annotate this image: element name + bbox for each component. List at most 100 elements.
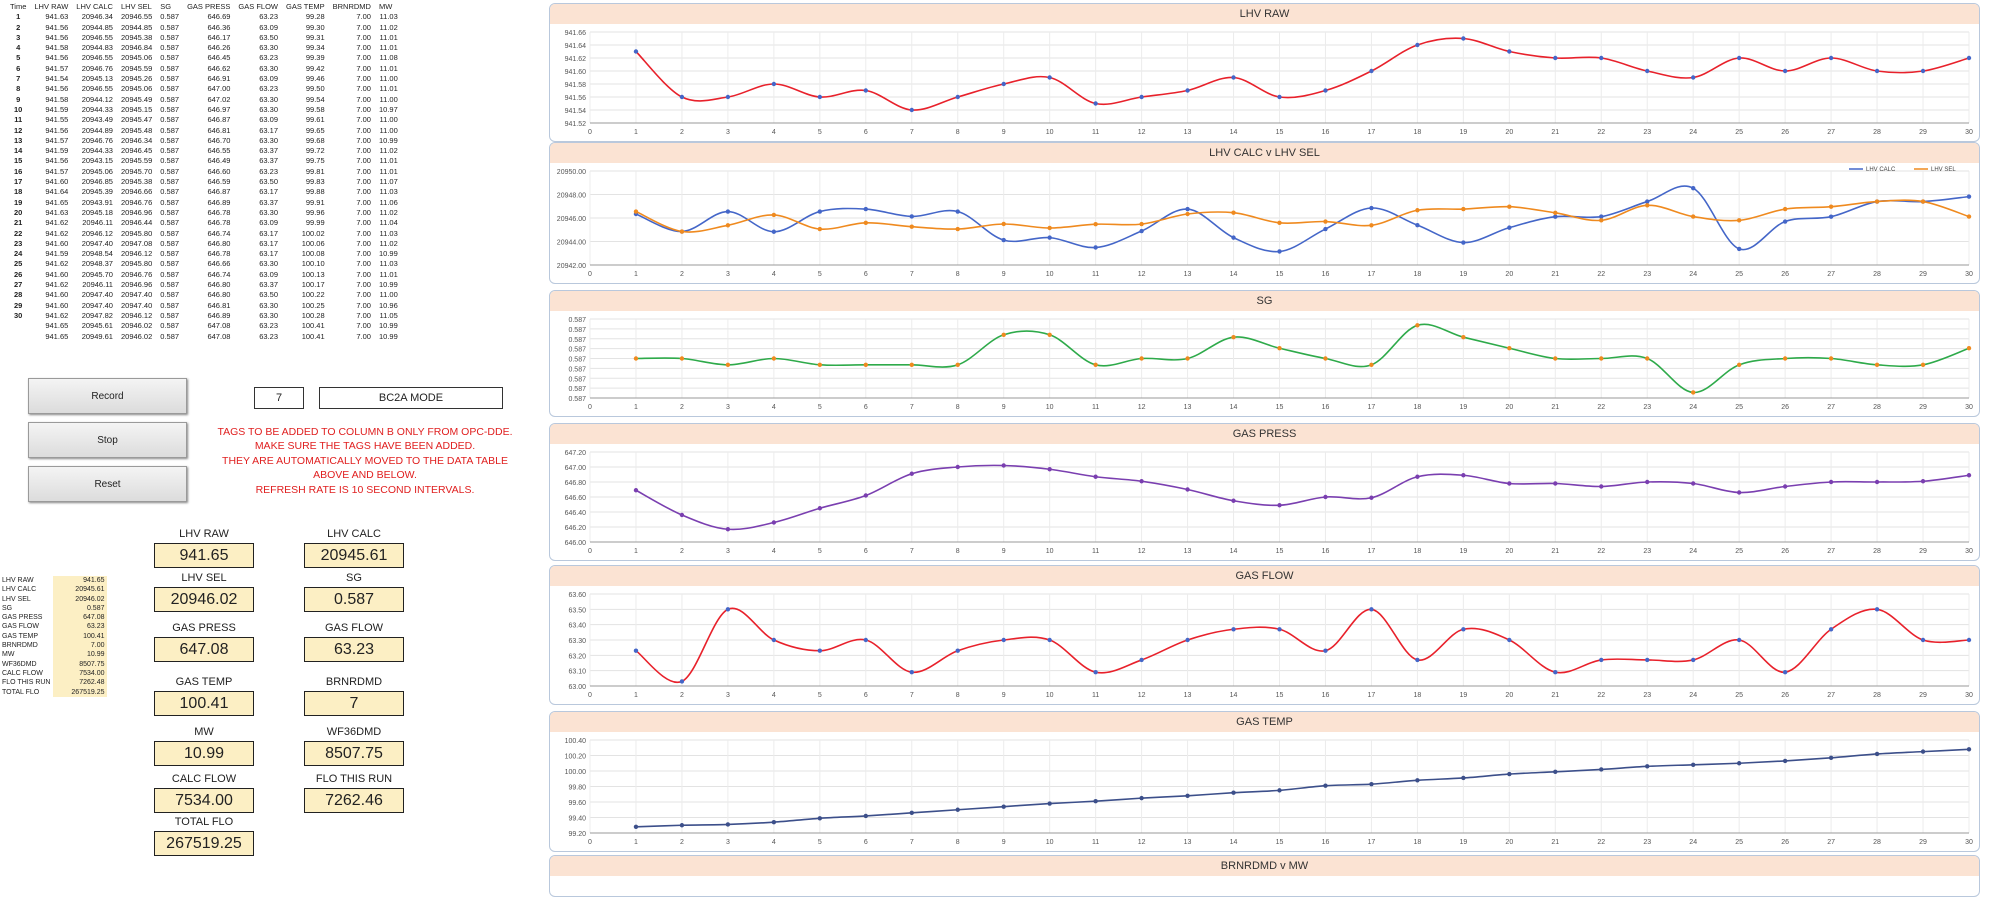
table-cell: 63.23 bbox=[259, 53, 279, 63]
table-cell: 11.00 bbox=[379, 125, 398, 135]
x-tick-label: 24 bbox=[1689, 129, 1697, 136]
x-tick-label: 1 bbox=[634, 129, 638, 136]
table-cell: 646.70 bbox=[207, 135, 231, 145]
table-cell: 646.26 bbox=[207, 43, 231, 53]
mode-cell[interactable]: BC2A MODE bbox=[319, 387, 503, 409]
table-cell: 20945.06 bbox=[120, 84, 153, 94]
table-cell: 941.62 bbox=[45, 228, 69, 238]
data-point bbox=[1047, 225, 1052, 231]
table-cell: 7.00 bbox=[356, 146, 371, 156]
series-line bbox=[635, 464, 1970, 531]
x-tick-label: 16 bbox=[1322, 839, 1330, 846]
x-tick-label: 11 bbox=[1092, 548, 1099, 555]
table-cell: 941.57 bbox=[45, 135, 69, 145]
data-point bbox=[1185, 211, 1190, 217]
data-point bbox=[1001, 804, 1006, 809]
data-point bbox=[1415, 778, 1420, 783]
data-point bbox=[1966, 214, 1972, 219]
y-tick-label: 0.587 bbox=[568, 366, 586, 373]
chart-panel: GAS FLOW 63.00 63.10 63.20 63.30 63.40 63.50 63… bbox=[549, 565, 1980, 705]
table-cell: 646.66 bbox=[207, 259, 231, 269]
data-point bbox=[725, 822, 731, 827]
table-cell: 0.587 bbox=[160, 104, 180, 114]
table-cell: 0.587 bbox=[160, 84, 180, 94]
data-point bbox=[1874, 607, 1880, 612]
x-tick-label: 15 bbox=[1276, 839, 1284, 846]
x-tick-label: 3 bbox=[726, 839, 730, 846]
table-cell: 941.55 bbox=[45, 115, 69, 125]
x-tick-label: 18 bbox=[1414, 129, 1422, 136]
data-point bbox=[1185, 356, 1190, 361]
x-tick-label: 13 bbox=[1184, 839, 1192, 846]
x-tick-label: 4 bbox=[772, 692, 776, 699]
table-cell: 646.81 bbox=[207, 125, 231, 135]
table-cell: 14 bbox=[14, 146, 23, 156]
x-tick-label: 19 bbox=[1459, 839, 1467, 846]
table-cell: 99.28 bbox=[305, 12, 325, 22]
reset-button[interactable]: Reset bbox=[28, 466, 187, 502]
y-tick-label: 0.587 bbox=[568, 386, 586, 393]
data-point bbox=[1277, 94, 1282, 100]
summary-value: 7262.48 bbox=[52, 678, 107, 688]
x-tick-label: 25 bbox=[1735, 271, 1743, 278]
summary-row: GAS FLOW 63.23 bbox=[0, 622, 107, 632]
x-tick-label: 3 bbox=[726, 129, 730, 136]
data-point bbox=[1645, 203, 1650, 208]
y-tick-label: 941.66 bbox=[565, 30, 587, 37]
table-cell: 20947.40 bbox=[120, 290, 153, 300]
table-cell: 63.09 bbox=[259, 74, 279, 84]
data-point bbox=[1920, 362, 1926, 368]
table-cell: 20944.33 bbox=[81, 104, 113, 114]
table-cell: 647.00 bbox=[207, 84, 231, 94]
warning-line: ABOVE AND BELOW. bbox=[313, 469, 417, 482]
data-point bbox=[1920, 637, 1926, 643]
table-cell: 20945.80 bbox=[120, 259, 153, 269]
data-point bbox=[633, 488, 639, 493]
x-tick-label: 25 bbox=[1735, 839, 1743, 846]
data-point bbox=[1461, 627, 1466, 632]
table-cell: 646.80 bbox=[207, 280, 231, 290]
table-cell: 20946.55 bbox=[81, 53, 113, 63]
x-tick-label: 29 bbox=[1919, 271, 1927, 278]
x-tick-label: 20 bbox=[1505, 839, 1513, 846]
column-header: LHV RAW bbox=[34, 2, 69, 11]
tile-label: WF36DMD bbox=[326, 726, 382, 738]
x-tick-label: 11 bbox=[1092, 839, 1099, 846]
table-cell: 99.99 bbox=[305, 218, 325, 228]
x-tick-label: 21 bbox=[1551, 404, 1559, 411]
x-tick-label: 19 bbox=[1459, 271, 1467, 278]
table-row: 27 941.62 20946.11 20946.96 0.587 646.80 63.37… bbox=[6, 280, 402, 290]
interval-cell[interactable]: 7 bbox=[254, 387, 304, 409]
table-cell: 941.56 bbox=[45, 22, 69, 32]
stop-button[interactable]: Stop bbox=[28, 422, 187, 458]
data-point bbox=[1920, 749, 1926, 754]
table-cell: 0.587 bbox=[160, 187, 180, 197]
summary-label: GAS PRESS bbox=[2, 614, 43, 622]
data-point bbox=[1507, 346, 1512, 351]
x-tick-label: 0 bbox=[588, 548, 592, 555]
y-tick-label: 0.587 bbox=[568, 317, 586, 324]
record-button[interactable]: Record bbox=[28, 378, 187, 414]
x-tick-label: 22 bbox=[1597, 839, 1605, 846]
x-tick-label: 26 bbox=[1781, 404, 1789, 411]
data-point bbox=[1691, 657, 1696, 663]
y-tick-label: 99.40 bbox=[568, 816, 586, 823]
x-tick-label: 12 bbox=[1138, 839, 1146, 846]
data-point bbox=[1507, 481, 1512, 486]
y-tick-label: 647.00 bbox=[565, 465, 587, 472]
table-cell: 0.587 bbox=[160, 22, 180, 32]
x-tick-label: 28 bbox=[1873, 839, 1881, 846]
table-cell: 7.00 bbox=[356, 156, 371, 166]
data-point bbox=[817, 94, 823, 100]
data-point bbox=[1231, 790, 1236, 795]
table-cell: 646.89 bbox=[207, 310, 231, 320]
data-point bbox=[1139, 228, 1144, 234]
table-cell: 0.587 bbox=[160, 197, 180, 207]
data-point bbox=[863, 493, 868, 498]
table-cell: 17 bbox=[14, 177, 23, 187]
tile-label: LHV SEL bbox=[181, 572, 227, 584]
x-tick-label: 21 bbox=[1551, 692, 1559, 699]
table-cell: 26 bbox=[14, 269, 23, 279]
table-cell: 99.65 bbox=[305, 125, 325, 135]
